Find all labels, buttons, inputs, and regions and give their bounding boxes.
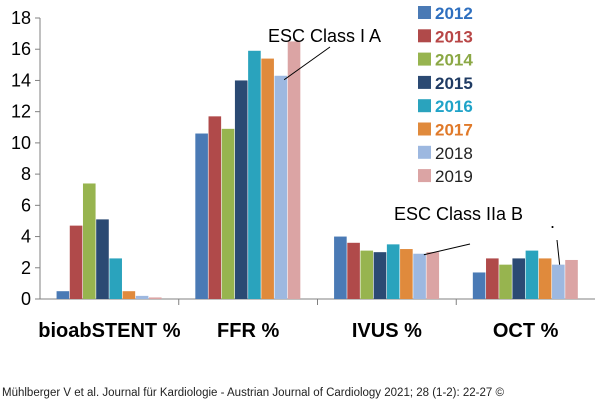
legend-label-2016: 2016 [435, 97, 473, 116]
bar-2012-ffr [195, 133, 208, 299]
x-category-label: OCT % [493, 320, 559, 342]
y-tick-label: 10 [11, 133, 31, 153]
y-tick-label: 4 [21, 227, 31, 247]
y-tick-label: 18 [11, 8, 31, 28]
legend-label-2018: 2018 [435, 144, 473, 163]
annotation-pointer [556, 239, 561, 265]
x-category-label: FFR % [217, 320, 279, 342]
bar-2016-ffr [248, 50, 261, 300]
y-tick-label: 12 [11, 102, 31, 122]
bar-2016-ivus [386, 244, 400, 299]
legend-label-2015: 2015 [435, 74, 473, 93]
bar-2017-ivus [400, 249, 413, 299]
annotation-pointer [423, 243, 471, 256]
bar-2014-ivus [360, 250, 374, 299]
bar-2019-oct [565, 259, 578, 299]
bar-2017-oct [538, 258, 552, 299]
x-category-label: IVUS % [352, 320, 422, 342]
citation: Mühlberger V et al. Journal für Kardiolo… [2, 387, 504, 399]
bar-2014-oct [499, 264, 512, 299]
bar-2013-ivus [347, 242, 360, 299]
bar-2019-ivus [426, 252, 440, 299]
annotation-esc-class-iia-b: ESC Class IIa B [394, 204, 523, 224]
y-tick-label: 8 [21, 164, 31, 184]
bar-2013-ffr [208, 116, 222, 299]
bar-2013-bioabstent [69, 225, 83, 299]
bar-2015-bioabstent [96, 219, 109, 299]
x-category-label: bioabSTENT % [38, 320, 180, 342]
bar-2018-oct [552, 264, 565, 299]
bar-2016-bioabstent [109, 258, 122, 299]
bar-2012-bioabstent [56, 291, 70, 299]
bar-2013-oct [486, 258, 499, 299]
bar-2014-ffr [221, 128, 235, 299]
bar-2012-oct [472, 272, 486, 299]
bar-2017-ffr [261, 58, 274, 299]
legend-label-2012: 2012 [435, 4, 473, 23]
annotation-dot: . [550, 212, 555, 232]
y-tick-label: 0 [21, 289, 31, 309]
legend-swatch-2018 [418, 145, 431, 159]
bar-2015-ffr [234, 80, 248, 299]
annotation-esc-class-i-a: ESC Class I A [268, 26, 381, 46]
legend-swatch-2016 [418, 99, 431, 113]
legend-swatch-2014 [418, 52, 431, 66]
annotation-pointer [283, 46, 331, 81]
y-tick-label: 6 [21, 195, 31, 215]
bar-2018-bioabstent [135, 295, 149, 299]
legend-label-2019: 2019 [435, 167, 473, 186]
y-tick-label: 16 [11, 39, 31, 59]
bar-2015-ivus [373, 252, 387, 299]
legend-label-2013: 2013 [435, 27, 473, 46]
chart: 0 2 4 6 8 10 12 14 16 18 bioabSTENT % FFR % IVUS % OC… [11, 4, 595, 342]
y-tick-label: 14 [11, 70, 31, 90]
y-tick-label: 2 [21, 258, 31, 278]
legend-label-2014: 2014 [435, 51, 473, 70]
legend-swatch-2017 [418, 122, 431, 136]
bar-2017-bioabstent [122, 291, 136, 299]
legend-label-2017: 2017 [435, 121, 473, 140]
bar-2016-oct [525, 250, 539, 299]
bar-2012-ivus [334, 236, 347, 299]
bar-2018-ffr [274, 75, 288, 299]
legend-swatch-2019 [418, 169, 431, 183]
legend-swatch-2012 [418, 6, 431, 19]
bar-2018-ivus [413, 253, 426, 299]
bar-2019-ffr [287, 41, 301, 300]
bar-2014-bioabstent [82, 183, 96, 299]
legend-swatch-2015 [418, 75, 431, 89]
legend-swatch-2013 [418, 29, 431, 43]
bar-2015-oct [512, 258, 526, 299]
bar-2019-bioabstent [148, 297, 162, 299]
